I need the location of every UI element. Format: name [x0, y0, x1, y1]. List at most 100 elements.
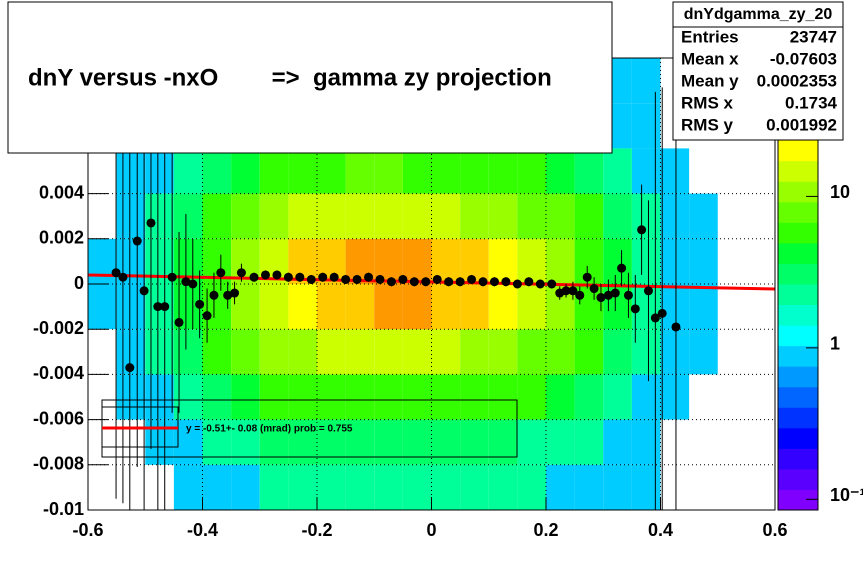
- hist-cell: [460, 329, 489, 375]
- hist-cell: [173, 464, 203, 510]
- hist-cell: [517, 464, 546, 510]
- hist-cell: [631, 464, 661, 510]
- profile-point: [398, 274, 408, 284]
- profile-point: [596, 293, 606, 303]
- hist-cell: [517, 148, 546, 194]
- hist-cell: [460, 464, 489, 510]
- profile-point: [650, 313, 660, 323]
- hist-cell: [288, 329, 317, 375]
- hist-cell: [546, 374, 575, 420]
- hist-cell: [259, 374, 289, 420]
- hist-cell: [259, 284, 289, 330]
- hist-cell: [317, 374, 346, 420]
- profile-point: [375, 274, 385, 284]
- hist-cell: [660, 238, 690, 284]
- hist-cell: [402, 464, 432, 510]
- hist-cell: [231, 329, 260, 375]
- hist-cell: [345, 148, 375, 194]
- stats-label: RMS x: [681, 93, 734, 112]
- hist-cell: [202, 193, 232, 239]
- profile-point: [478, 277, 488, 287]
- profile-point: [364, 272, 374, 282]
- x-tick-label: 0.2: [533, 520, 558, 540]
- hist-cell: [317, 464, 346, 510]
- hist-cell: [317, 284, 346, 330]
- hist-cell: [374, 374, 403, 420]
- profile-point: [230, 288, 240, 298]
- colorbar-band: [778, 140, 818, 162]
- hist-cell: [288, 193, 317, 239]
- hist-cell: [431, 329, 461, 375]
- hist-cell: [603, 329, 632, 375]
- colorbar-band: [778, 427, 818, 449]
- hist-cell: [574, 464, 604, 510]
- hist-cell: [546, 329, 575, 375]
- profile-point: [444, 277, 454, 287]
- hist-cell: [488, 238, 518, 284]
- profile-point: [575, 290, 585, 300]
- profile-point: [501, 277, 511, 287]
- hist-cell: [317, 193, 346, 239]
- stats-value: 0.001992: [766, 115, 837, 134]
- colorbar-band: [778, 345, 818, 367]
- stats-label: Mean y: [681, 71, 739, 90]
- hist-cell: [660, 329, 690, 375]
- hist-cell: [431, 464, 461, 510]
- profile-layer: [88, 58, 775, 510]
- hist-cell: [431, 148, 461, 194]
- profile-point: [283, 272, 293, 282]
- stats-box: dnYdgamma_zy_20 Entries 23747 Mean x -0.076…: [672, 1, 844, 141]
- title-box: [7, 1, 613, 154]
- hist-cell: [345, 464, 375, 510]
- colorbar-band: [778, 222, 818, 244]
- profile-point: [671, 322, 681, 332]
- hist-cell: [288, 284, 317, 330]
- hist-cell: [660, 193, 690, 239]
- hist-cell: [689, 238, 718, 284]
- profile-point: [535, 279, 545, 289]
- hist-cell: [145, 148, 174, 194]
- hist-cell: [374, 464, 403, 510]
- profile-point: [236, 268, 246, 278]
- hist-cell: [574, 374, 604, 420]
- hist-cell: [259, 329, 289, 375]
- profile-point: [125, 363, 135, 373]
- profile-point: [139, 286, 149, 296]
- profile-point: [568, 286, 578, 296]
- hist-cell: [374, 419, 403, 465]
- hist-cell: [202, 464, 232, 510]
- stats-value: 23747: [790, 27, 837, 46]
- hist-cell: [460, 193, 489, 239]
- hist-cell: [488, 148, 518, 194]
- y-tick-label: 0.004: [39, 182, 84, 202]
- colorbar-band: [778, 386, 818, 408]
- hist-cell: [631, 103, 661, 149]
- hist-cell: [574, 329, 604, 375]
- z-tick-label: 10⁻¹: [830, 485, 863, 505]
- hist-cell: [374, 193, 403, 239]
- profile-point: [637, 225, 647, 235]
- hist-cell: [546, 464, 575, 510]
- profile-point: [329, 272, 339, 282]
- hist-cell: [603, 464, 632, 510]
- profile-point: [216, 268, 226, 278]
- hist-cell: [259, 464, 289, 510]
- profile-point: [160, 302, 170, 312]
- hist-cell: [488, 284, 518, 330]
- profile-point: [306, 274, 316, 284]
- colorbar-band: [778, 242, 818, 264]
- profile-point: [202, 311, 212, 321]
- hist-cell: [517, 329, 546, 375]
- hist-cell: [631, 148, 661, 194]
- hist-cell: [517, 419, 546, 465]
- stats-value: 0.0002353: [757, 71, 837, 90]
- hist-cell: [402, 238, 432, 284]
- hist-cell: [689, 193, 718, 239]
- profile-point: [467, 274, 477, 284]
- profile-point: [547, 279, 557, 289]
- profile-point: [132, 236, 142, 246]
- profile-point: [489, 277, 499, 287]
- hist-cell: [88, 238, 117, 284]
- hist-cell: [431, 374, 461, 420]
- hist-cell: [603, 419, 632, 465]
